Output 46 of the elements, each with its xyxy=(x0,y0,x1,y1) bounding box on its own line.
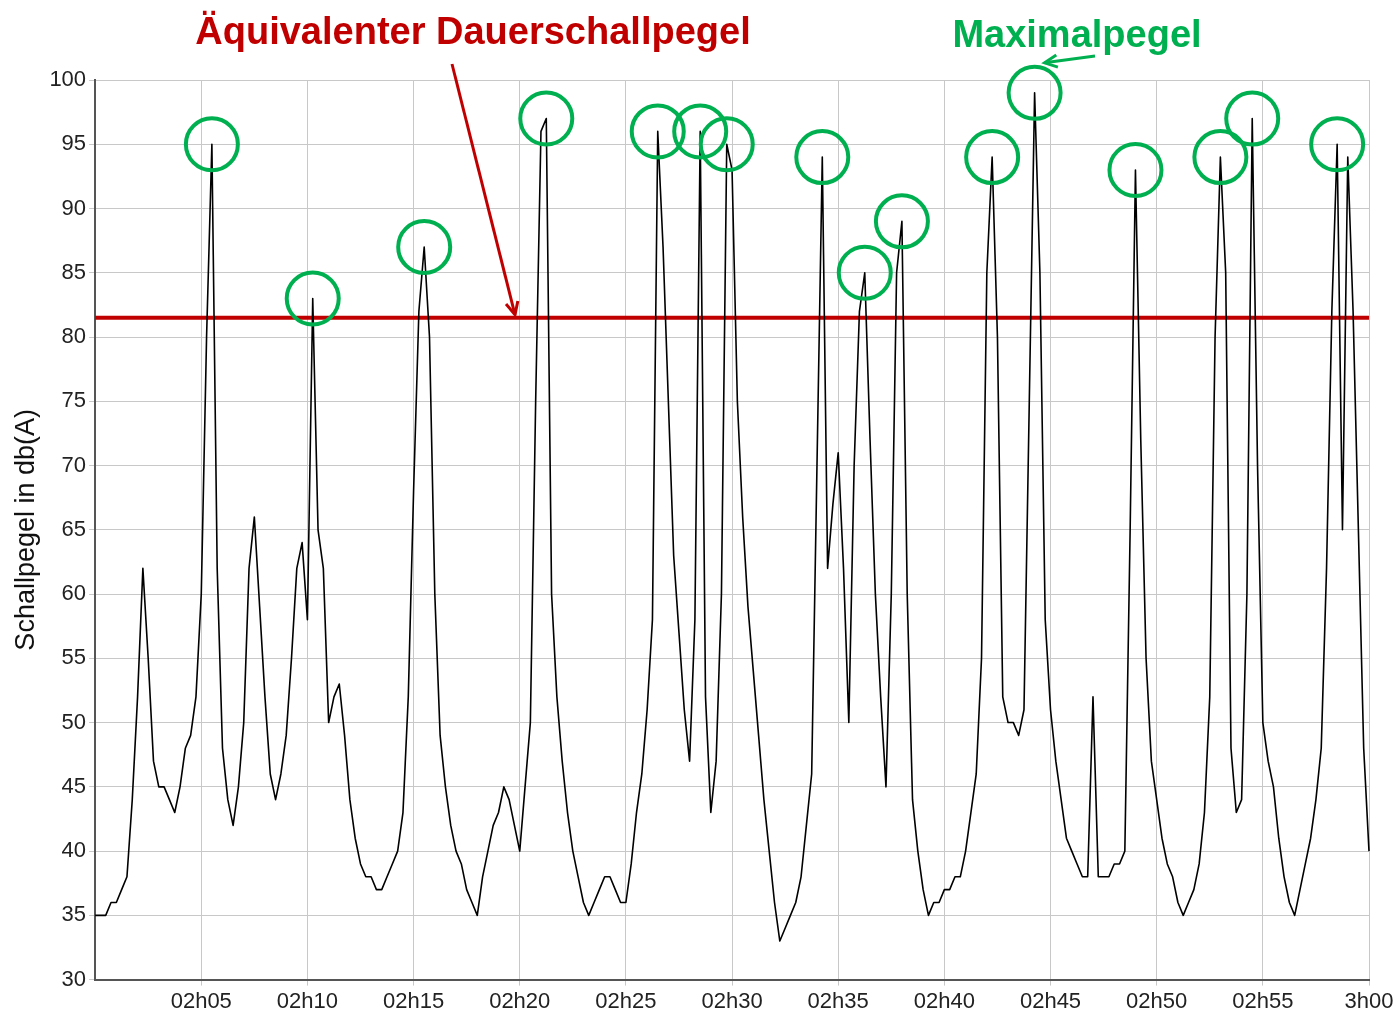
point xyxy=(698,116,755,173)
x-tick-label: 02h45 xyxy=(1019,987,1082,1013)
point xyxy=(396,219,453,276)
y-tick-label: 70 xyxy=(61,451,87,477)
y-tick-label: 100 xyxy=(49,66,87,92)
point xyxy=(672,103,729,160)
x-tick-label: 02h25 xyxy=(595,987,657,1013)
point xyxy=(629,103,686,160)
point xyxy=(964,129,1021,186)
x-tick-label: 02h15 xyxy=(382,987,445,1013)
point xyxy=(836,244,893,301)
point xyxy=(1107,141,1164,198)
x-tick-label: 02h35 xyxy=(807,987,869,1013)
x-tick-label: 02h40 xyxy=(913,987,975,1013)
y-tick-label: 30 xyxy=(61,965,87,991)
point xyxy=(794,129,851,186)
x-tick-label: 02h05 xyxy=(170,987,232,1013)
x-tick-label: 02h55 xyxy=(1232,987,1294,1013)
y-axis-title: Schallpegel in db(A) xyxy=(9,408,40,651)
point xyxy=(518,90,575,147)
point xyxy=(1309,116,1366,173)
y-tick-label: 85 xyxy=(61,258,87,284)
x-tick-label: 02h30 xyxy=(701,987,763,1013)
y-tick-label: 55 xyxy=(61,644,87,670)
y-tick-label: 95 xyxy=(61,130,87,156)
x-tick-label: 02h20 xyxy=(489,987,551,1013)
point xyxy=(1224,90,1281,147)
point xyxy=(873,193,930,250)
y-tick-label: 60 xyxy=(61,580,87,606)
x-tick-label: 3h00 xyxy=(1344,987,1394,1013)
x-tick-label: 02h50 xyxy=(1126,987,1188,1013)
point xyxy=(1192,129,1249,186)
y-tick-label: 90 xyxy=(61,194,87,220)
x-tick-label: 02h10 xyxy=(276,987,339,1013)
y-tick-label: 45 xyxy=(61,772,87,798)
y-tick-label: 50 xyxy=(61,708,87,734)
point xyxy=(1006,64,1063,121)
point xyxy=(284,270,341,327)
point xyxy=(183,116,240,173)
y-tick-label: 35 xyxy=(61,901,87,927)
ref-line-label: Äquivalenter Dauerschallpegel xyxy=(195,10,751,53)
y-tick-label: 65 xyxy=(61,515,87,541)
y-tick-label: 80 xyxy=(61,323,87,349)
series-label: Maximalpegel xyxy=(952,13,1202,56)
y-tick-label: 40 xyxy=(61,837,87,863)
y-tick-label: 75 xyxy=(61,387,87,413)
